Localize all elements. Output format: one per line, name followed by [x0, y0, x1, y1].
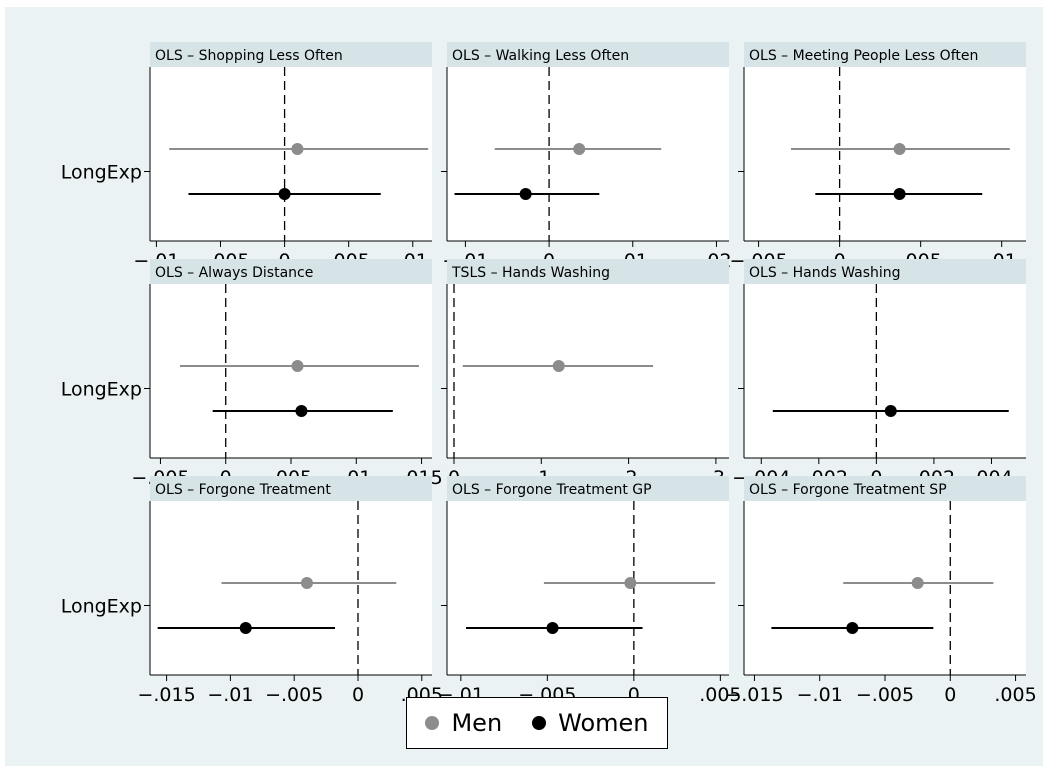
x-tick-label: −.005 — [265, 684, 323, 706]
y-tick-label: LongExp — [61, 379, 142, 401]
point-estimate-men — [573, 143, 586, 155]
plot-area — [447, 67, 729, 241]
panel-5: TSLS – Hands Washing0.1.2.3 — [441, 259, 729, 489]
panel-header — [150, 42, 432, 67]
panel-7: OLS – Forgone Treatment−.015 −.01 −.005 0.0… — [61, 476, 443, 706]
legend-item-women: Women — [532, 709, 649, 737]
panel-header — [150, 259, 432, 284]
legend-label-women: Women — [558, 709, 649, 737]
x-tick-label: −.015 — [137, 684, 195, 706]
panel-header — [447, 476, 729, 501]
panel-2: OLS – Walking Less Often−.010.01.02 — [441, 42, 732, 272]
x-tick-label: .005 — [994, 684, 1036, 706]
point-estimate-men — [552, 360, 565, 372]
panel-1: OLS – Shopping Less Often−.01−.0050.005.… — [61, 42, 432, 272]
x-tick-label: −.015 — [725, 684, 783, 706]
point-estimate-men — [300, 577, 313, 589]
x-tick-label: 0 — [352, 684, 364, 706]
x-tick-label: −.01 — [207, 684, 253, 706]
x-tick-label: 0 — [944, 684, 956, 706]
point-estimate-women — [893, 188, 906, 200]
point-estimate-women — [846, 622, 859, 634]
point-estimate-women — [884, 405, 897, 417]
women-marker-icon — [532, 716, 547, 730]
point-estimate-women — [295, 405, 308, 417]
plot-area — [744, 501, 1026, 675]
legend-item-men: Men — [425, 709, 502, 737]
point-estimate-men — [291, 143, 304, 155]
coefficient-plot-grid: OLS – Shopping Less Often −.01 −.005 0 .005.… — [61, 42, 1037, 706]
panel-title: OLS – Always Distance — [155, 265, 313, 281]
panel-title: OLS – Walking Less Often — [452, 48, 629, 64]
panel-4: OLS – Always Distance−.0050.005.01.015Lo… — [61, 259, 443, 489]
point-estimate-men — [624, 577, 637, 589]
panel-8: OLS – Forgone Treatment GP−.01 −.005 0.005 — [438, 476, 742, 706]
men-marker-icon — [425, 716, 440, 730]
point-estimate-men — [291, 360, 304, 372]
legend: Men Women — [406, 697, 668, 749]
point-estimate-women — [546, 622, 559, 634]
x-tick-label: .005 — [699, 684, 741, 706]
point-estimate-women — [278, 188, 291, 200]
panel-title: OLS – Forgone Treatment GP — [452, 482, 652, 498]
panel-header — [447, 42, 729, 67]
panel-header — [150, 476, 432, 501]
panel-title: OLS – Forgone Treatment — [155, 482, 331, 498]
x-tick-label: −.005 — [856, 684, 914, 706]
point-estimate-men — [893, 143, 906, 155]
panel-header — [744, 259, 1026, 284]
plot-area — [744, 284, 1026, 458]
plot-area — [150, 284, 432, 458]
plot-area — [744, 67, 1026, 241]
panel-title: TSLS – Hands Washing — [451, 265, 610, 281]
point-estimate-women — [519, 188, 532, 200]
panel-title: OLS – Meeting People Less Often — [749, 48, 978, 64]
panel-9: OLS – Forgone Treatment SP −.015 −.01 −.005… — [725, 476, 1037, 706]
panel-3: OLS – Meeting People Less Often−.0050.00… — [729, 42, 1026, 272]
figure-background: OLS – Shopping Less Often −.01 −.005 0 .005.… — [5, 7, 1043, 766]
plot-area — [150, 501, 432, 675]
plot-area — [150, 67, 432, 241]
panel-title: OLS – Forgone Treatment SP — [749, 482, 947, 498]
plot-area — [447, 284, 729, 458]
y-tick-label: LongExp — [61, 162, 142, 184]
x-tick-label: −.01 — [797, 684, 843, 706]
panel-6: OLS – Hands Washing−.004−.0020.002.004 — [732, 259, 1026, 489]
plot-area — [447, 501, 729, 675]
point-estimate-women — [239, 622, 252, 634]
panel-title: OLS – Hands Washing — [749, 265, 901, 281]
legend-label-men: Men — [451, 709, 503, 737]
panel-header — [447, 259, 729, 284]
y-tick-label: LongExp — [61, 596, 142, 618]
panel-title: OLS – Shopping Less Often — [155, 48, 343, 64]
panel-header — [744, 42, 1026, 67]
point-estimate-men — [911, 577, 924, 589]
panel-header — [744, 476, 1026, 501]
